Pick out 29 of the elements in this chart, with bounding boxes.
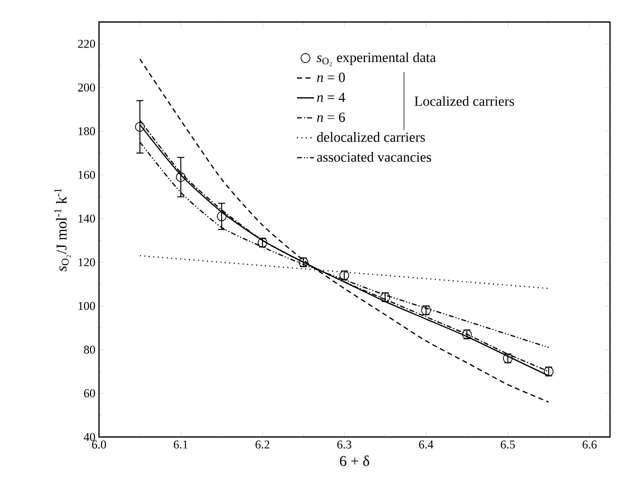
y-axis-title: s$_{O₂}$/J mol$^{-1}$ k$^{-1}$ bbox=[54, 188, 71, 272]
x-tick-label: 6.2 bbox=[256, 440, 270, 449]
x-axis-title: 6 + δ bbox=[340, 455, 370, 466]
x-tick-label: 6.5 bbox=[500, 440, 515, 449]
y-tick-label: 60 bbox=[84, 389, 96, 398]
y-tick-label: 180 bbox=[78, 127, 96, 136]
point bbox=[216, 212, 227, 222]
x-tick-label: 6.3 bbox=[337, 440, 352, 449]
y-tick-label: 120 bbox=[78, 258, 96, 266]
x-tick-label: 6.0 bbox=[92, 440, 106, 449]
point bbox=[135, 122, 145, 132]
legend-label: n = 4 bbox=[317, 92, 346, 102]
legend-label: n = 0 bbox=[317, 72, 345, 82]
x-tick-label: 6.4 bbox=[419, 440, 434, 449]
y-tick-label: 200 bbox=[78, 83, 96, 92]
legend-label: n = 6 bbox=[317, 112, 345, 122]
y-tick-label: 140 bbox=[78, 214, 96, 223]
y-tick-label: 40 bbox=[84, 432, 96, 442]
y-tick-label: 160 bbox=[78, 170, 96, 179]
point bbox=[176, 172, 186, 182]
y-tick-label: 80 bbox=[84, 346, 96, 354]
y-tick-label: 220 bbox=[78, 40, 96, 48]
x-tick-label: 6.1 bbox=[174, 440, 188, 449]
legend-label: s$_{O₂}$ experimental data bbox=[316, 52, 436, 66]
y-tick-label: 100 bbox=[78, 302, 96, 310]
legend-label: associated vacancies bbox=[317, 152, 432, 162]
legend-label: delocalized carriers bbox=[317, 132, 425, 142]
x-tick-label: 6.6 bbox=[582, 440, 597, 449]
annotation: Localized carriers bbox=[414, 96, 514, 106]
